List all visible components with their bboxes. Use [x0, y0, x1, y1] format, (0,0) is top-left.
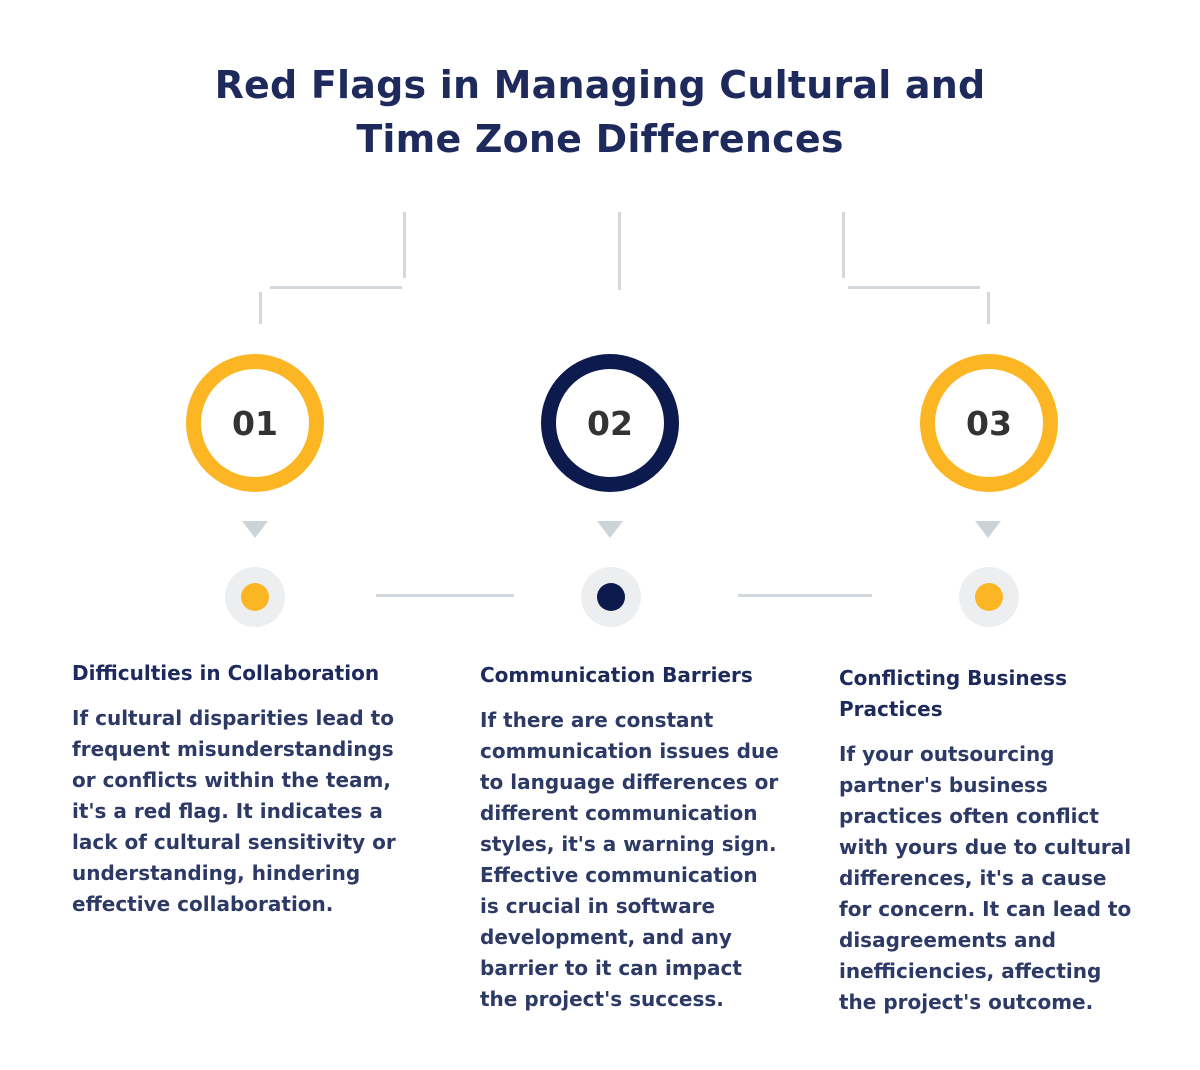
step-card-03: Conflicting Business Practices If your o… [839, 663, 1139, 1018]
connector-top-right-horizontal [848, 286, 980, 289]
timeline-dot-01 [225, 567, 285, 627]
connector-right-drop [987, 292, 990, 324]
connector-top-right-vertical [842, 212, 845, 278]
connector-top-left-horizontal [270, 286, 402, 289]
step-card-01: Difficulties in Collaboration If cultura… [72, 658, 422, 920]
page-title-line-2: Time Zone Differences [356, 117, 844, 161]
connector-timeline-right [738, 594, 872, 597]
arrow-down-icon [597, 521, 623, 538]
step-number-03: 03 [966, 403, 1012, 443]
step-number-02: 02 [587, 403, 633, 443]
page-title: Red Flags in Managing Cultural and Time … [0, 58, 1200, 166]
step-heading-01: Difficulties in Collaboration [72, 661, 380, 685]
connector-top-center-vertical [618, 212, 621, 290]
arrow-down-icon [975, 521, 1001, 538]
page-title-line-1: Red Flags in Managing Cultural and [214, 63, 986, 107]
timeline-dot-inner [975, 583, 1003, 611]
connector-top-left-vertical [403, 212, 406, 278]
timeline-dot-02 [581, 567, 641, 627]
connector-timeline-left [376, 594, 514, 597]
step-number-01: 01 [232, 403, 278, 443]
step-heading-02: Communication Barriers [480, 663, 753, 687]
timeline-dot-inner [597, 583, 625, 611]
step-number-ring-01: 01 [186, 354, 324, 492]
step-number-ring-03: 03 [920, 354, 1058, 492]
connector-left-drop [259, 292, 262, 324]
step-card-02: Communication Barriers If there are cons… [480, 660, 780, 1015]
arrow-down-icon [242, 521, 268, 538]
step-body-01: If cultural disparities lead to frequent… [72, 706, 396, 916]
step-number-ring-02: 02 [541, 354, 679, 492]
timeline-dot-inner [241, 583, 269, 611]
step-body-03: If your outsourcing partner's business p… [839, 742, 1132, 1014]
step-heading-03: Conflicting Business Practices [839, 666, 1067, 721]
timeline-dot-03 [959, 567, 1019, 627]
step-body-02: If there are constant communication issu… [480, 708, 779, 1011]
